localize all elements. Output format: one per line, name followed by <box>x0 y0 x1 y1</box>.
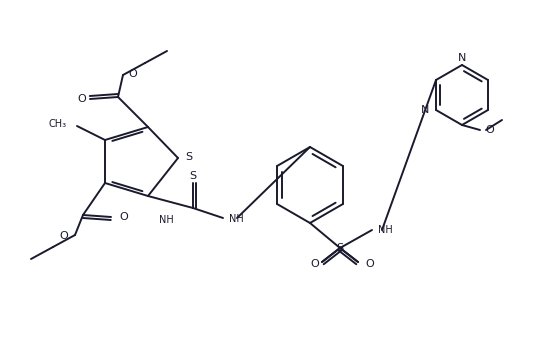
Text: O: O <box>128 69 137 79</box>
Text: O: O <box>77 94 86 104</box>
Text: N: N <box>421 105 429 115</box>
Text: S: S <box>190 171 197 181</box>
Text: NH: NH <box>229 214 244 224</box>
Text: O: O <box>485 125 494 135</box>
Text: NH: NH <box>378 225 393 235</box>
Text: N: N <box>458 53 466 63</box>
Text: S: S <box>336 243 343 253</box>
Text: O: O <box>365 259 374 269</box>
Text: O: O <box>59 231 68 241</box>
Text: O: O <box>119 212 128 222</box>
Text: S: S <box>185 152 192 162</box>
Text: NH: NH <box>159 215 173 225</box>
Text: O: O <box>311 259 319 269</box>
Text: CH₃: CH₃ <box>49 119 67 129</box>
